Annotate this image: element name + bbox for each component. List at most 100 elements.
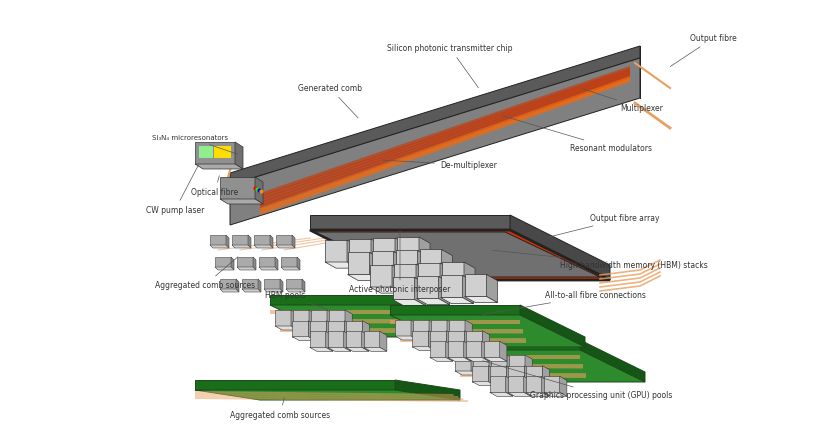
Polygon shape	[418, 263, 440, 285]
Polygon shape	[450, 350, 645, 382]
Polygon shape	[455, 355, 471, 371]
Polygon shape	[520, 305, 585, 347]
Polygon shape	[390, 315, 585, 347]
Polygon shape	[430, 347, 453, 351]
Polygon shape	[370, 252, 380, 281]
Polygon shape	[344, 331, 351, 351]
Polygon shape	[416, 276, 438, 299]
Text: Generated comb: Generated comb	[298, 84, 362, 118]
Polygon shape	[465, 296, 497, 303]
Polygon shape	[325, 262, 358, 268]
Polygon shape	[526, 376, 542, 392]
Text: Multiplexer: Multiplexer	[582, 89, 663, 112]
Polygon shape	[242, 279, 258, 289]
Polygon shape	[544, 392, 567, 396]
Polygon shape	[507, 355, 515, 375]
Polygon shape	[259, 257, 275, 267]
Polygon shape	[226, 235, 229, 248]
Polygon shape	[447, 320, 454, 340]
Polygon shape	[447, 358, 471, 361]
Polygon shape	[450, 340, 580, 350]
Polygon shape	[362, 331, 369, 351]
Polygon shape	[291, 310, 299, 330]
Polygon shape	[429, 341, 446, 358]
Polygon shape	[253, 257, 256, 270]
Polygon shape	[508, 376, 524, 392]
Polygon shape	[482, 341, 489, 361]
Polygon shape	[232, 235, 248, 245]
Polygon shape	[195, 390, 460, 400]
Polygon shape	[411, 320, 418, 340]
Polygon shape	[195, 397, 468, 402]
Polygon shape	[293, 326, 317, 330]
Polygon shape	[441, 297, 474, 303]
Polygon shape	[276, 235, 292, 245]
Polygon shape	[220, 199, 263, 204]
Text: Graphics processing unit (GPU) pools: Graphics processing unit (GPU) pools	[483, 361, 672, 399]
Polygon shape	[449, 336, 472, 340]
Polygon shape	[542, 376, 549, 396]
Polygon shape	[328, 320, 344, 337]
Polygon shape	[508, 366, 524, 382]
Polygon shape	[395, 320, 411, 336]
Polygon shape	[417, 251, 429, 279]
Polygon shape	[373, 260, 406, 266]
Text: High bandwidth memory (HBM) stacks: High bandwidth memory (HBM) stacks	[492, 250, 708, 269]
Polygon shape	[328, 337, 352, 341]
Polygon shape	[464, 341, 471, 361]
Polygon shape	[465, 275, 487, 296]
Text: Aggregated comb sources: Aggregated comb sources	[155, 257, 255, 290]
Polygon shape	[394, 264, 416, 286]
Polygon shape	[483, 341, 500, 358]
Polygon shape	[371, 252, 393, 273]
Polygon shape	[326, 331, 333, 351]
Polygon shape	[270, 295, 400, 305]
Polygon shape	[490, 392, 513, 396]
Polygon shape	[473, 355, 489, 371]
Polygon shape	[286, 279, 302, 289]
Polygon shape	[254, 235, 270, 245]
Polygon shape	[195, 164, 243, 169]
Polygon shape	[483, 330, 489, 351]
Polygon shape	[393, 252, 404, 279]
Polygon shape	[506, 366, 514, 386]
Polygon shape	[442, 249, 452, 278]
Polygon shape	[220, 279, 236, 289]
Polygon shape	[447, 330, 453, 351]
Polygon shape	[465, 358, 489, 361]
Polygon shape	[394, 286, 427, 292]
Polygon shape	[255, 177, 263, 204]
Polygon shape	[415, 277, 425, 306]
Polygon shape	[395, 329, 523, 334]
Polygon shape	[416, 264, 427, 292]
Polygon shape	[472, 366, 488, 382]
Polygon shape	[466, 347, 489, 351]
Polygon shape	[371, 273, 404, 279]
Polygon shape	[292, 235, 295, 248]
Polygon shape	[347, 240, 358, 268]
Polygon shape	[448, 347, 471, 351]
Polygon shape	[281, 267, 300, 270]
Polygon shape	[242, 289, 261, 292]
Polygon shape	[472, 382, 496, 386]
Text: De-multiplexer: De-multiplexer	[383, 160, 497, 170]
Polygon shape	[231, 257, 234, 270]
Polygon shape	[327, 310, 335, 330]
Polygon shape	[455, 371, 479, 375]
Polygon shape	[508, 382, 532, 386]
Polygon shape	[310, 337, 334, 341]
Polygon shape	[280, 279, 283, 292]
Polygon shape	[220, 177, 255, 199]
Polygon shape	[471, 355, 479, 375]
Polygon shape	[326, 320, 334, 341]
Polygon shape	[525, 355, 533, 375]
Polygon shape	[370, 265, 392, 287]
Polygon shape	[346, 320, 362, 337]
Polygon shape	[270, 305, 465, 337]
Polygon shape	[260, 78, 630, 215]
Polygon shape	[393, 300, 425, 306]
Polygon shape	[310, 230, 610, 280]
Polygon shape	[195, 142, 235, 164]
Polygon shape	[276, 245, 295, 248]
Polygon shape	[431, 336, 454, 340]
